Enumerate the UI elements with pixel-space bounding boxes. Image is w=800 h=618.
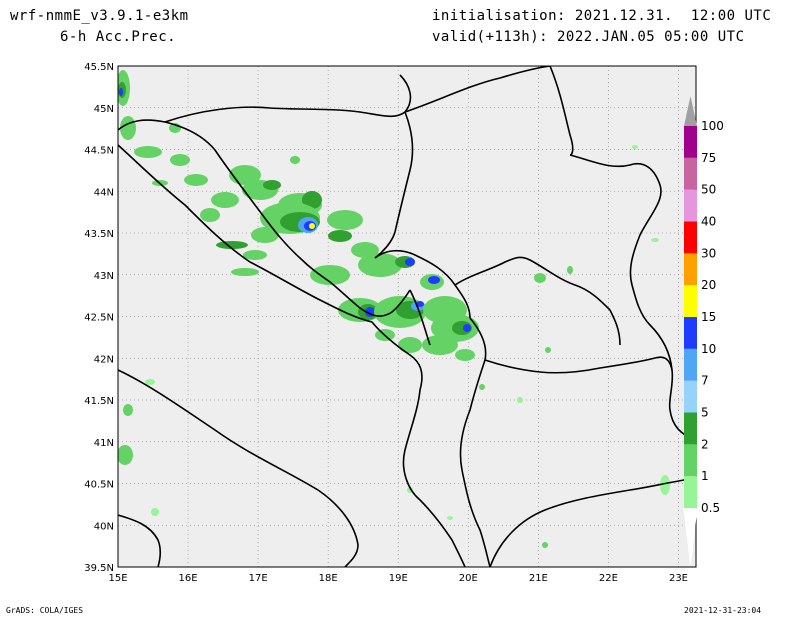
initialisation-label: initialisation: 2021.12.31. 12:00 UTC (432, 8, 772, 24)
latitude-tick-label: 45.5N (84, 62, 114, 73)
legend-upper-arrow (684, 96, 697, 126)
legend-level-label: 2 (701, 437, 709, 451)
precipitation-legend: 0.5 1 2 5 7 10 15 20 30 40 50 75 100 (683, 96, 724, 565)
legend-level-label: 10 (701, 342, 716, 356)
legend-level-label: 40 (701, 215, 716, 229)
legend-color-swatch (684, 380, 697, 413)
legend-level-label: 50 (701, 183, 716, 197)
render-timestamp: 2021-12-31-23:04 (684, 606, 762, 615)
legend-color-swatch (684, 476, 697, 508)
longitude-tick-label: 22E (599, 573, 618, 584)
legend-color-swatch (684, 189, 697, 222)
legend-level-label: 30 (701, 246, 716, 260)
legend-color-swatch (684, 412, 697, 445)
legend-color-swatch (684, 253, 697, 286)
legend-level-label: 75 (701, 151, 716, 165)
longitude-tick-label: 17E (249, 573, 268, 584)
latitude-tick-label: 41N (94, 438, 114, 449)
latitude-tick-labels: 39.5N 40N 40.5N 41N 41.5N 42N 42.5N 43N 43.5N 44N… (84, 62, 114, 574)
longitude-tick-labels: 15E 16E 17E 18E 19E 20E 21E 22E 23E (108, 573, 688, 584)
longitude-tick-label: 15E (108, 573, 127, 584)
latitude-tick-label: 45N (94, 104, 114, 115)
latitude-tick-label: 43.5N (84, 229, 114, 240)
country-borders (118, 66, 696, 567)
latitude-tick-label: 43N (94, 271, 114, 282)
valid-time-label: valid(+113h): 2022.JAN.05 05:00 UTC (432, 29, 745, 45)
legend-level-label: 1 (701, 469, 709, 483)
longitude-tick-label: 20E (459, 573, 478, 584)
longitude-tick-label: 21E (529, 573, 548, 584)
legend-level-label: 15 (701, 310, 716, 324)
legend-color-swatch (684, 285, 697, 317)
legend-level-label: 7 (701, 374, 709, 388)
legend-level-label: 5 (701, 406, 709, 420)
legend-color-swatch (684, 126, 697, 158)
model-title: wrf-nmmE_v3.9.1-e3km (10, 8, 189, 24)
legend-level-label: 0.5 (701, 501, 720, 515)
legend-color-swatch (684, 157, 697, 190)
longitude-tick-label: 18E (319, 573, 338, 584)
latitude-tick-label: 40.5N (84, 480, 114, 491)
longitude-tick-label: 19E (389, 573, 408, 584)
legend-color-swatch (684, 221, 697, 254)
latitude-tick-label: 42N (94, 354, 114, 365)
grads-credit: GrADS: COLA/IGES (6, 606, 84, 615)
field-title: 6-h Acc.Prec. (60, 29, 177, 45)
latitude-tick-label: 39.5N (84, 563, 114, 574)
longitude-tick-label: 23E (669, 573, 688, 584)
legend-level-label: 100 (701, 119, 724, 133)
latitude-tick-label: 44.5N (84, 146, 114, 157)
latitude-tick-label: 42.5N (84, 313, 114, 324)
legend-color-swatch (684, 444, 697, 477)
legend-level-label: 20 (701, 278, 716, 292)
legend-color-swatch (684, 348, 697, 381)
precipitation-field (118, 70, 670, 548)
latitude-tick-label: 41.5N (84, 396, 114, 407)
longitude-tick-label: 16E (179, 573, 198, 584)
latitude-tick-label: 44N (94, 187, 114, 198)
legend-color-swatch (684, 317, 697, 349)
latitude-tick-label: 40N (94, 521, 114, 532)
